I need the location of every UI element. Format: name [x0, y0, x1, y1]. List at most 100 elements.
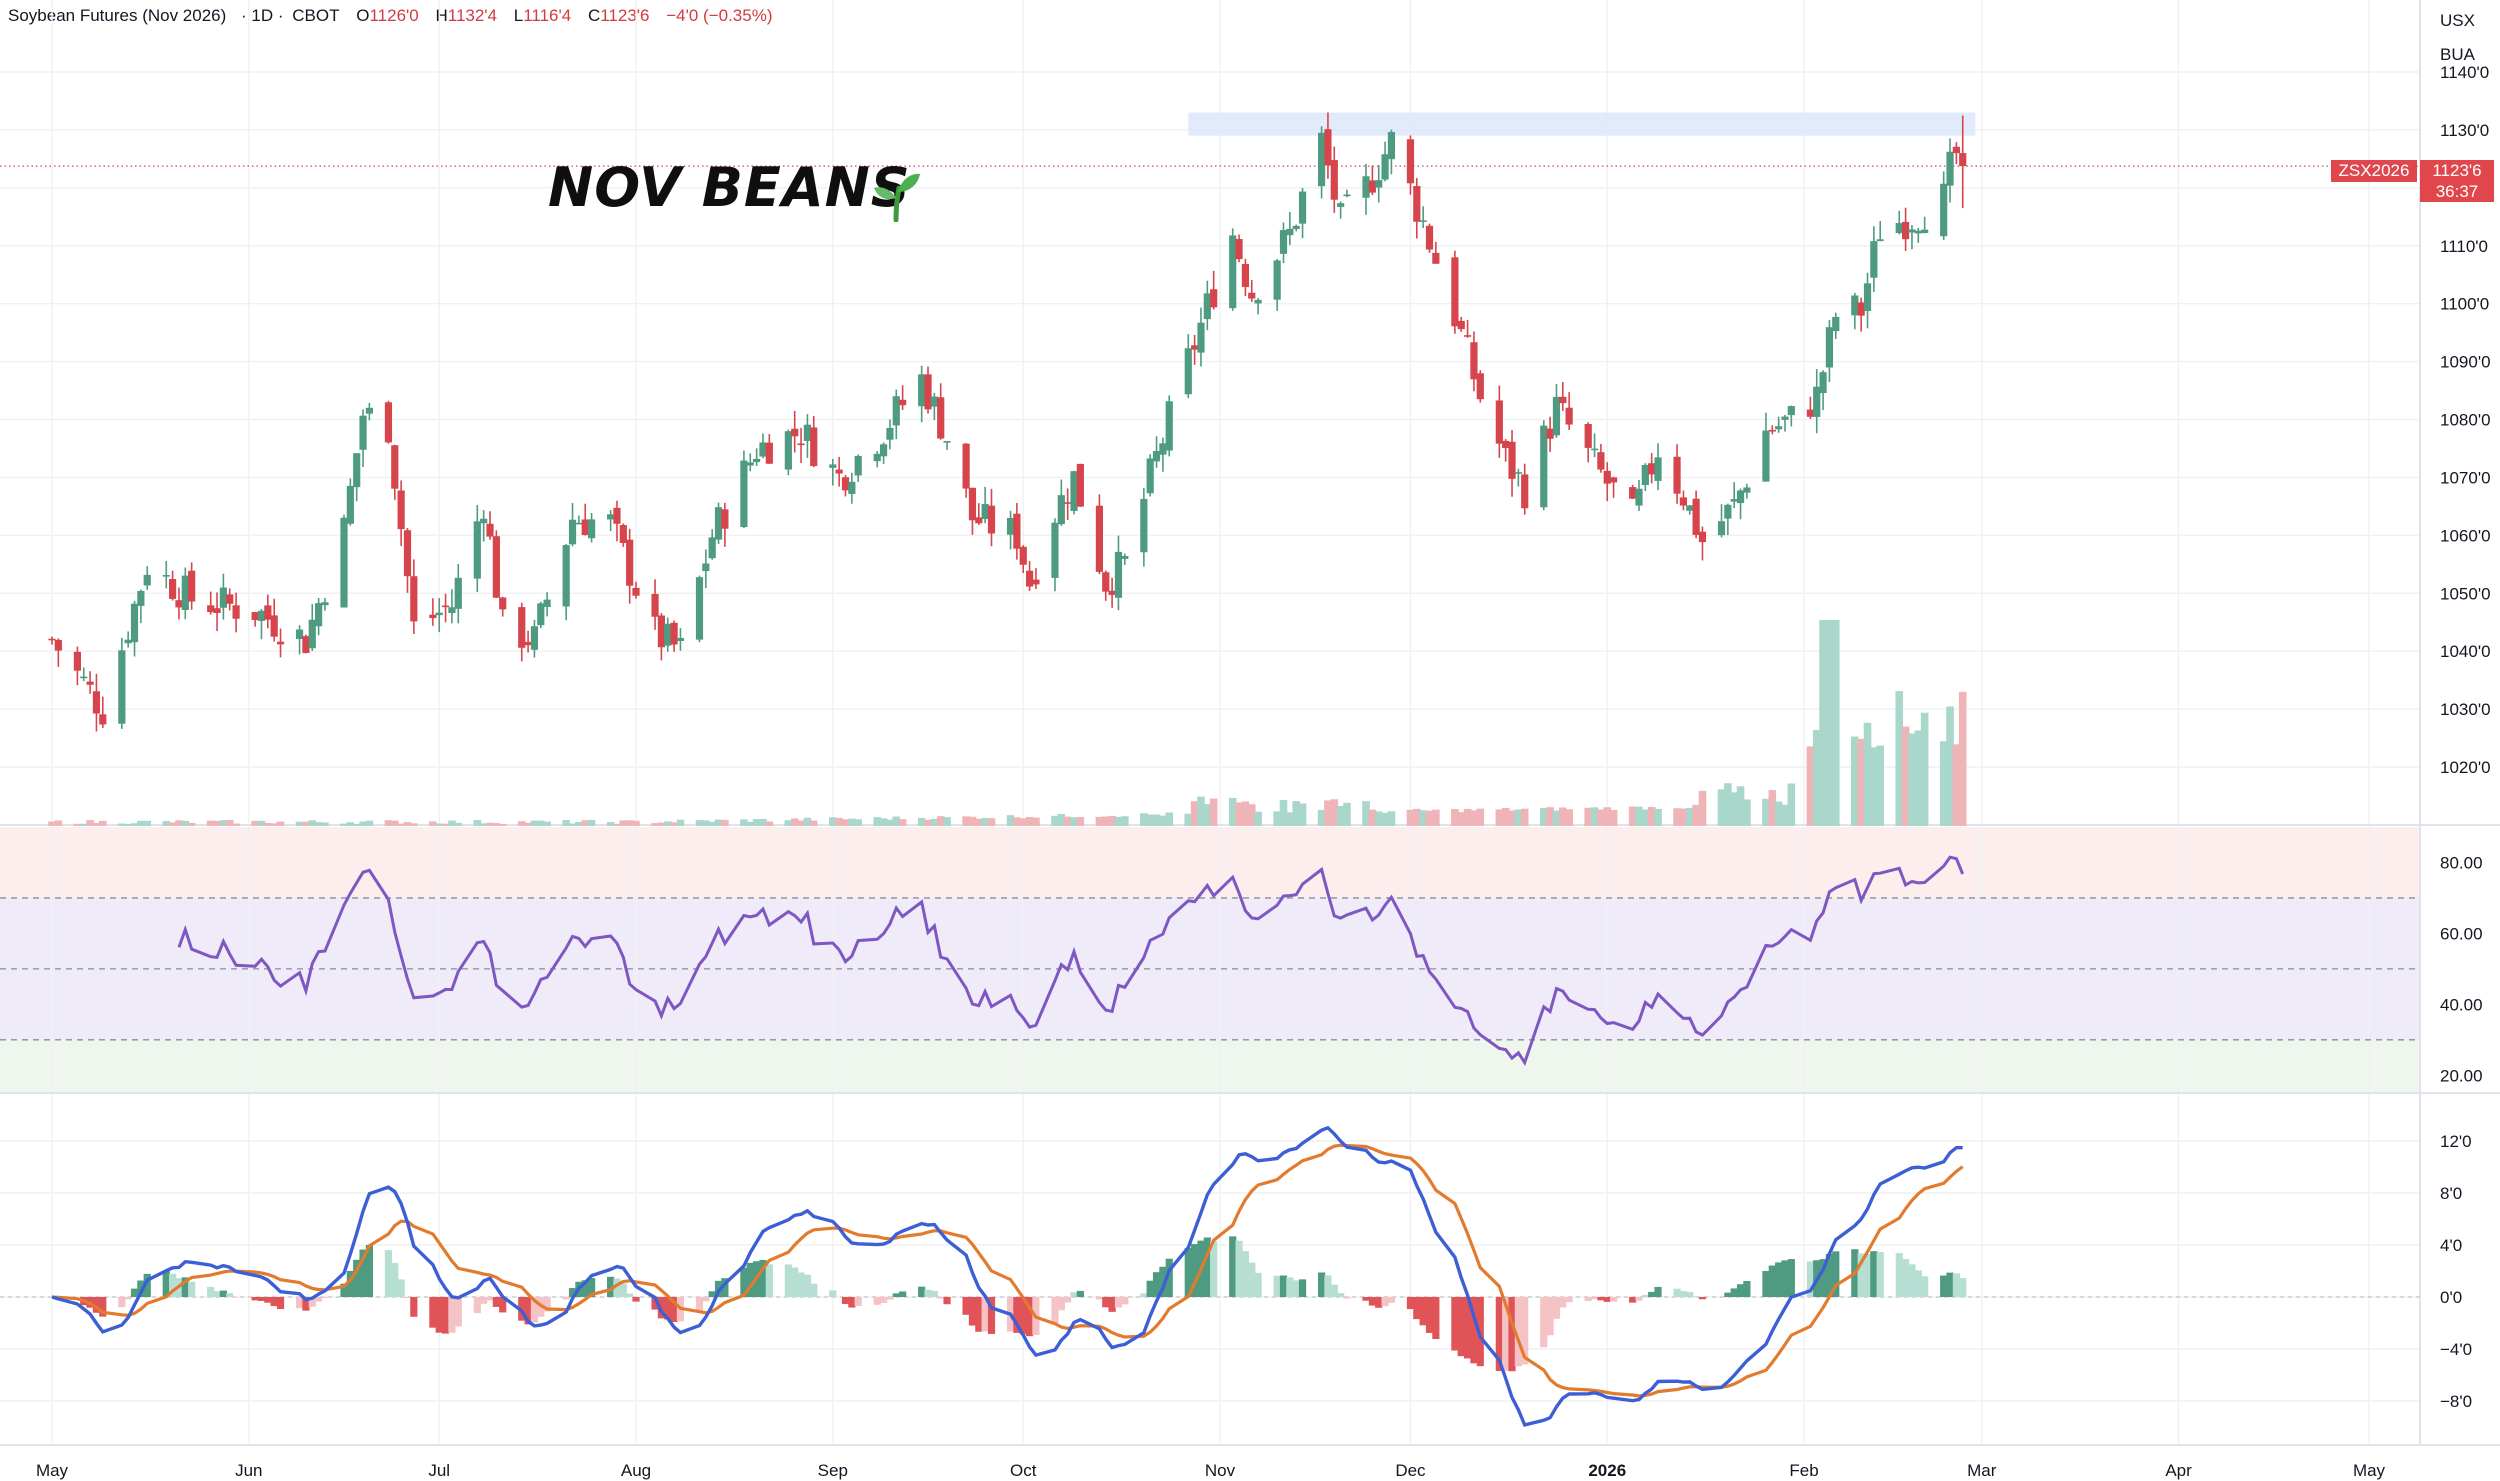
- candle-body: [1368, 180, 1376, 193]
- macd-histogram-bar: [403, 1297, 412, 1299]
- candle-body: [886, 427, 894, 440]
- volume-bar: [1609, 810, 1618, 826]
- candle-body: [562, 545, 570, 607]
- volume-bar: [962, 816, 970, 826]
- macd-histogram-bar: [1959, 1278, 1967, 1297]
- volume-bar: [1235, 802, 1243, 826]
- volume-bar: [1476, 808, 1485, 826]
- volume-bar: [232, 823, 240, 826]
- volume-bar: [524, 822, 532, 826]
- volume-bar: [1635, 806, 1643, 826]
- volume-bar: [1051, 815, 1059, 826]
- candle-body: [1851, 295, 1859, 316]
- macd-histogram-bar: [1248, 1262, 1256, 1297]
- volume-bar: [1247, 804, 1256, 826]
- macd-histogram-bar: [1502, 1297, 1510, 1371]
- price-axis-label: 1050'0: [2440, 584, 2491, 603]
- macd-histogram-bar: [1870, 1251, 1878, 1297]
- macd-histogram-bar: [486, 1297, 494, 1301]
- last-price-tag: 1123'6: [2420, 160, 2494, 182]
- macd-histogram-bar: [188, 1281, 196, 1297]
- chart-header: Soybean Futures (Nov 2026) · 1D · CBOT O…: [8, 6, 785, 26]
- candle-body: [1254, 299, 1262, 304]
- macd-axis-label: 0'0: [2440, 1288, 2462, 1307]
- macd-histogram-bar: [892, 1293, 900, 1297]
- candle-body: [664, 623, 672, 646]
- macd-histogram-bar: [886, 1297, 894, 1300]
- rsi-oversold-zone: [0, 1039, 2420, 1093]
- macd-histogram-bar: [391, 1263, 399, 1297]
- candle-body: [1413, 186, 1421, 222]
- macd-histogram-bar: [619, 1283, 627, 1297]
- candle-body: [1121, 555, 1129, 559]
- volume-bar: [1286, 812, 1294, 826]
- candle-body: [1210, 289, 1218, 308]
- candle-body: [918, 374, 926, 407]
- macd-histogram-bar: [797, 1272, 805, 1297]
- macd-histogram-bar: [353, 1259, 361, 1297]
- candle-body: [321, 602, 329, 606]
- candle-body: [340, 517, 348, 608]
- macd-histogram-bar: [340, 1283, 348, 1297]
- macd-histogram-bar: [1051, 1297, 1059, 1324]
- macd-histogram-bar: [873, 1297, 881, 1305]
- volume-bar: [1825, 620, 1834, 826]
- candle-body: [1870, 241, 1878, 278]
- candle-body: [1540, 425, 1548, 508]
- candle-body: [810, 427, 818, 467]
- volume-bar: [1819, 620, 1827, 826]
- price-axis-label: 1070'0: [2440, 468, 2491, 487]
- volume-bar: [206, 820, 215, 826]
- macd-histogram-bar: [943, 1297, 951, 1305]
- candle-body: [1641, 464, 1649, 486]
- time-axis-label: Jul: [428, 1461, 450, 1480]
- macd-histogram-bar: [708, 1291, 716, 1297]
- candle-body: [169, 579, 177, 599]
- macd-histogram-bar: [1952, 1273, 1960, 1297]
- macd-histogram-bar: [1286, 1277, 1294, 1297]
- candle-body: [264, 605, 272, 620]
- volume-bar: [968, 816, 977, 826]
- time-axis-label: May: [2353, 1461, 2386, 1480]
- macd-histogram-bar: [1184, 1248, 1192, 1297]
- volume-bar: [543, 821, 551, 826]
- volume-bar: [1514, 809, 1523, 826]
- macd-histogram-bar: [632, 1297, 640, 1302]
- price-axis-label: 1060'0: [2440, 526, 2491, 545]
- volume-bar: [448, 820, 456, 826]
- candle-body: [1584, 424, 1592, 448]
- time-axis-label: Oct: [1010, 1461, 1037, 1480]
- interval-label[interactable]: · 1D ·: [241, 6, 284, 25]
- volume-bar: [213, 820, 221, 826]
- currency-label[interactable]: USX: [2440, 11, 2475, 30]
- candle-body: [486, 523, 494, 537]
- macd-histogram-bar: [1330, 1284, 1338, 1297]
- candle-body: [1692, 498, 1700, 535]
- volume-bar: [1958, 691, 1967, 826]
- macd-histogram-bar: [1921, 1276, 1929, 1297]
- candle-body: [473, 521, 481, 579]
- time-axis-label: Sep: [818, 1461, 848, 1480]
- volume-bar: [1863, 722, 1872, 826]
- unit-label[interactable]: BUA: [2440, 45, 2475, 64]
- candle-body: [1959, 153, 1967, 167]
- candle-body: [346, 485, 354, 524]
- candle-body: [587, 519, 596, 539]
- volume-bar: [790, 818, 799, 826]
- macd-histogram-bar: [1298, 1279, 1307, 1297]
- candle-body: [1279, 230, 1288, 254]
- candle-body: [48, 638, 56, 641]
- macd-histogram-bar: [1025, 1297, 1034, 1337]
- volume-bar: [454, 822, 463, 826]
- macd-histogram-bar: [651, 1297, 659, 1310]
- macd-histogram-bar: [1946, 1272, 1954, 1297]
- symbol-name[interactable]: Soybean Futures (Nov 2026): [8, 6, 227, 25]
- price-axis-label: 1040'0: [2440, 642, 2491, 661]
- macd-histogram-bar: [213, 1291, 221, 1297]
- macd-histogram-bar: [448, 1297, 456, 1333]
- candle-body: [968, 487, 977, 521]
- volume-bar: [975, 818, 983, 826]
- candle-body: [657, 615, 666, 648]
- candle-body: [181, 575, 189, 610]
